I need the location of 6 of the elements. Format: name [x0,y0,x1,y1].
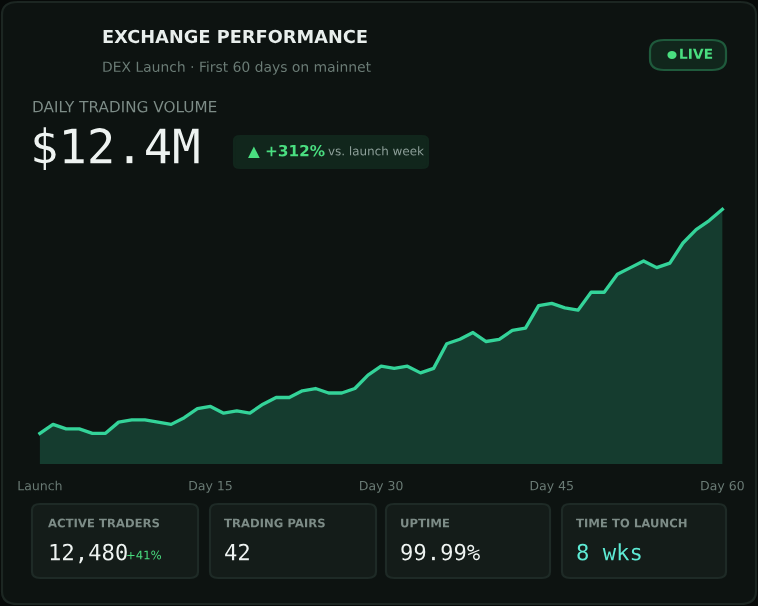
text: 8 wks [577,543,641,561]
chart-title: EXCHANGE PERFORMANCE [103,29,367,44]
text: 12,480 [50,543,127,564]
text: $12.4M [34,127,199,171]
text: 42 [225,543,249,561]
text: 99.99% [401,543,480,561]
